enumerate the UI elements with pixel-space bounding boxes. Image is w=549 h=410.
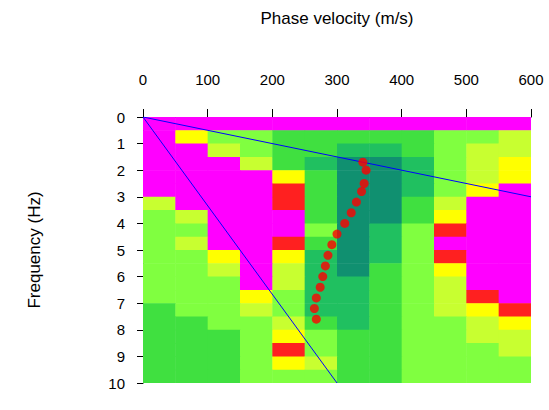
svg-text:300: 300: [324, 71, 349, 88]
svg-text:9: 9: [117, 348, 125, 365]
svg-text:8: 8: [117, 321, 125, 338]
svg-text:10: 10: [108, 375, 125, 392]
svg-text:2: 2: [117, 162, 125, 179]
svg-text:400: 400: [389, 71, 414, 88]
svg-text:1: 1: [117, 135, 125, 152]
svg-text:0: 0: [139, 71, 147, 88]
svg-text:Phase velocity (m/s): Phase velocity (m/s): [260, 9, 413, 28]
svg-text:6: 6: [117, 268, 125, 285]
svg-text:200: 200: [260, 71, 285, 88]
svg-text:Frequency (Hz): Frequency (Hz): [25, 191, 44, 308]
svg-text:100: 100: [195, 71, 220, 88]
svg-text:500: 500: [454, 71, 479, 88]
svg-text:5: 5: [117, 242, 125, 259]
svg-text:0: 0: [117, 109, 125, 126]
svg-text:600: 600: [518, 71, 543, 88]
svg-text:4: 4: [117, 215, 125, 232]
svg-text:3: 3: [117, 188, 125, 205]
svg-text:7: 7: [117, 295, 125, 312]
